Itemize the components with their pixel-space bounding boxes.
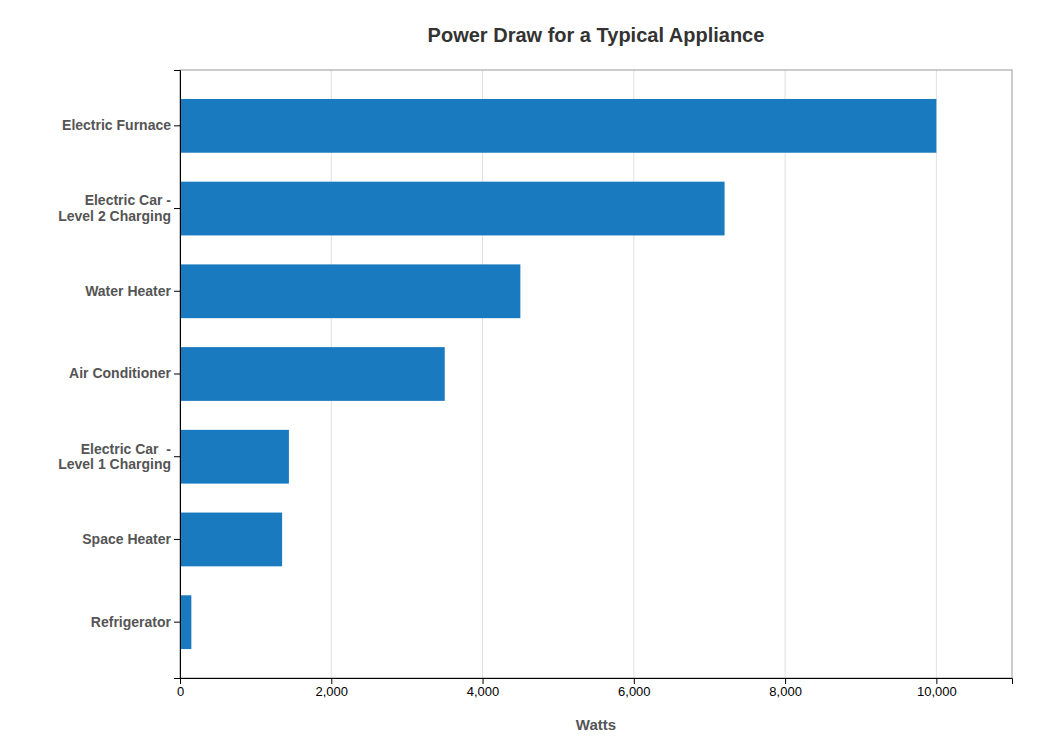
- chart-svg: 0 2,000 4,000 6,000 8,000 10,000 Electric Furn…: [0, 0, 1052, 753]
- tick-mark: [331, 678, 332, 684]
- tick-label: 8,000: [769, 684, 802, 699]
- tick-label: 4,000: [467, 684, 500, 699]
- tick-label: Refrigerator: [91, 614, 172, 630]
- tick-label: Space Heater: [82, 531, 171, 547]
- plot-area: 0 2,000 4,000 6,000 8,000 10,000 Electric Furn…: [58, 70, 1012, 699]
- tick: Electric Car -Level 2 Charging: [58, 192, 180, 223]
- grid-line: [936, 70, 937, 678]
- axis-line: [181, 679, 1013, 685]
- tick-label: Electric Car -Level 1 Charging: [58, 441, 171, 472]
- tick-mark: [174, 539, 180, 540]
- axis-title: Watts: [576, 716, 616, 733]
- tick-label: 2,000: [315, 684, 348, 699]
- tick: 2,000: [315, 678, 348, 699]
- bar: [180, 595, 191, 649]
- tick: Space Heater: [82, 531, 180, 547]
- tick-label: Water Heater: [85, 283, 171, 299]
- tick-mark: [936, 678, 937, 684]
- tick-mark: [174, 291, 180, 292]
- tick-label: Electric Furnace: [62, 117, 171, 133]
- tick-label: 6,000: [618, 684, 651, 699]
- tick-mark: [785, 678, 786, 684]
- tick-label: Electric Car -Level 2 Charging: [58, 192, 171, 223]
- tick: 6,000: [618, 678, 651, 699]
- axis-line: [174, 71, 181, 679]
- chart-title: Power Draw for a Typical Appliance: [428, 24, 765, 46]
- tick: Electric Car -Level 1 Charging: [58, 441, 180, 472]
- y-axis: Electric Furnace Electric Car -Level 2 Ch…: [58, 71, 180, 679]
- grid: [180, 70, 936, 678]
- bar: [180, 99, 936, 153]
- tick-mark: [174, 622, 180, 623]
- tick-mark: [174, 456, 180, 457]
- tick: 8,000: [769, 678, 802, 699]
- tick: 4,000: [467, 678, 500, 699]
- tick: Electric Furnace: [62, 117, 180, 133]
- bar: [180, 347, 445, 401]
- x-axis: 0 2,000 4,000 6,000 8,000 10,000: [177, 678, 1013, 699]
- tick-mark: [174, 125, 180, 126]
- tick-mark: [174, 374, 180, 375]
- tick: Water Heater: [85, 283, 180, 299]
- grid-line: [785, 70, 786, 678]
- tick-mark: [483, 678, 484, 684]
- bar: [180, 430, 289, 484]
- tick-label: Air Conditioner: [69, 365, 171, 381]
- tick: 0: [177, 678, 184, 699]
- tick-mark: [174, 208, 180, 209]
- tick: Refrigerator: [91, 614, 180, 630]
- bars: [180, 99, 936, 649]
- plot-frame: [180, 70, 1012, 678]
- tick-label: 0: [177, 684, 184, 699]
- tick: 10,000: [917, 678, 957, 699]
- bar: [180, 182, 725, 236]
- tick: Air Conditioner: [69, 365, 180, 381]
- tick-mark: [634, 678, 635, 684]
- tick-label: 10,000: [917, 684, 957, 699]
- bar: [180, 513, 282, 567]
- grid-line: [633, 70, 634, 678]
- grid-line: [482, 70, 483, 678]
- chart-container: 0 2,000 4,000 6,000 8,000 10,000 Electric Furn…: [0, 0, 1052, 753]
- bar: [180, 264, 520, 318]
